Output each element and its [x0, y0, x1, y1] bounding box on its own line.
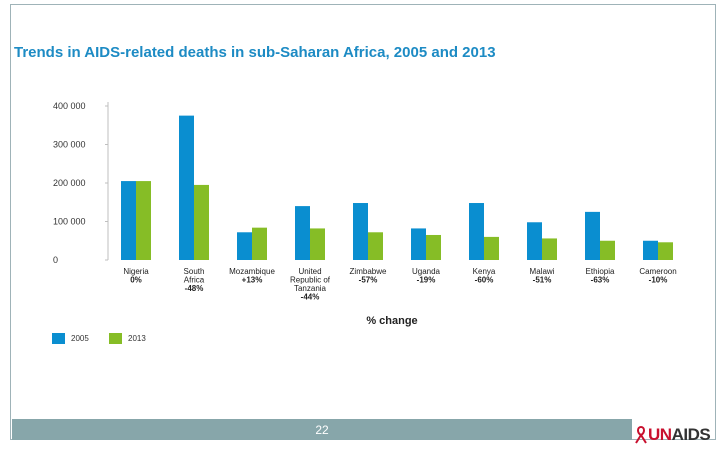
legend-label-2013: 2013 [128, 333, 146, 343]
category-label: Uganda [412, 267, 441, 276]
change-label: -60% [475, 276, 494, 285]
category-label: Cameroon [639, 267, 676, 276]
category-label: United [298, 267, 321, 276]
bar-2005 [411, 228, 426, 260]
red-ribbon-icon [635, 426, 647, 444]
change-label: -10% [649, 276, 668, 285]
bar-2005 [585, 211, 600, 260]
category-label: Zimbabwe [350, 267, 387, 276]
bar-2013 [252, 227, 267, 260]
footer-bar: 22 [12, 419, 632, 440]
bar-2005 [295, 206, 310, 260]
legend-label-2005: 2005 [71, 333, 89, 343]
change-label: -51% [533, 276, 552, 285]
bar-2005 [353, 203, 368, 260]
y-tick-label: 200 000 [53, 178, 86, 188]
y-tick-label: 300 000 [53, 140, 86, 150]
category-label: Republic of [290, 276, 331, 285]
bar-2013 [194, 184, 209, 260]
logo-text-aids: AIDS [671, 425, 711, 444]
y-tick-label: 0 [53, 255, 58, 265]
change-label: -48% [185, 284, 204, 293]
bar-2013 [426, 234, 441, 260]
page-number: 22 [315, 423, 329, 437]
bar-2013 [484, 236, 499, 260]
bar-2013 [368, 232, 383, 260]
change-label: -63% [591, 276, 610, 285]
x-axis-label: % change [366, 315, 417, 327]
chart-title: Trends in AIDS-related deaths in sub-Sah… [14, 44, 496, 61]
legend-swatch-2013 [109, 332, 122, 344]
category-label: Mozambique [229, 267, 275, 276]
category-label: Africa [184, 276, 205, 285]
category-label: Nigeria [123, 267, 149, 276]
legend-item-2013: 2013 [109, 332, 146, 344]
category-label: Tanzania [294, 284, 327, 293]
change-label: -44% [301, 293, 320, 302]
change-label: -19% [417, 276, 436, 285]
category-label: South [184, 267, 205, 276]
category-label: Ethiopia [586, 267, 615, 276]
bar-2005 [121, 181, 136, 260]
legend-item-2005: 2005 [52, 332, 89, 344]
bar-2005 [643, 240, 658, 260]
bar-2013 [600, 240, 615, 260]
change-label: 0% [130, 276, 142, 285]
category-label: Kenya [473, 267, 496, 276]
category-label: Malawi [530, 267, 555, 276]
logo-text: UNAIDS [648, 425, 711, 445]
bar-2013 [658, 242, 673, 260]
bar-2013 [310, 228, 325, 260]
bar-2005 [469, 203, 484, 260]
bar-2005 [179, 115, 194, 260]
unaids-logo: UNAIDS [634, 425, 711, 445]
legend-swatch-2005 [52, 332, 65, 344]
bar-2005 [527, 222, 542, 260]
bar-2013 [542, 238, 557, 260]
bar-2013 [136, 181, 151, 260]
y-tick-label: 400 000 [53, 101, 86, 111]
change-label: -57% [359, 276, 378, 285]
y-tick-label: 100 000 [53, 217, 86, 227]
bar-2005 [237, 232, 252, 260]
logo-text-un: UN [648, 425, 672, 444]
change-label: +13% [242, 276, 263, 285]
